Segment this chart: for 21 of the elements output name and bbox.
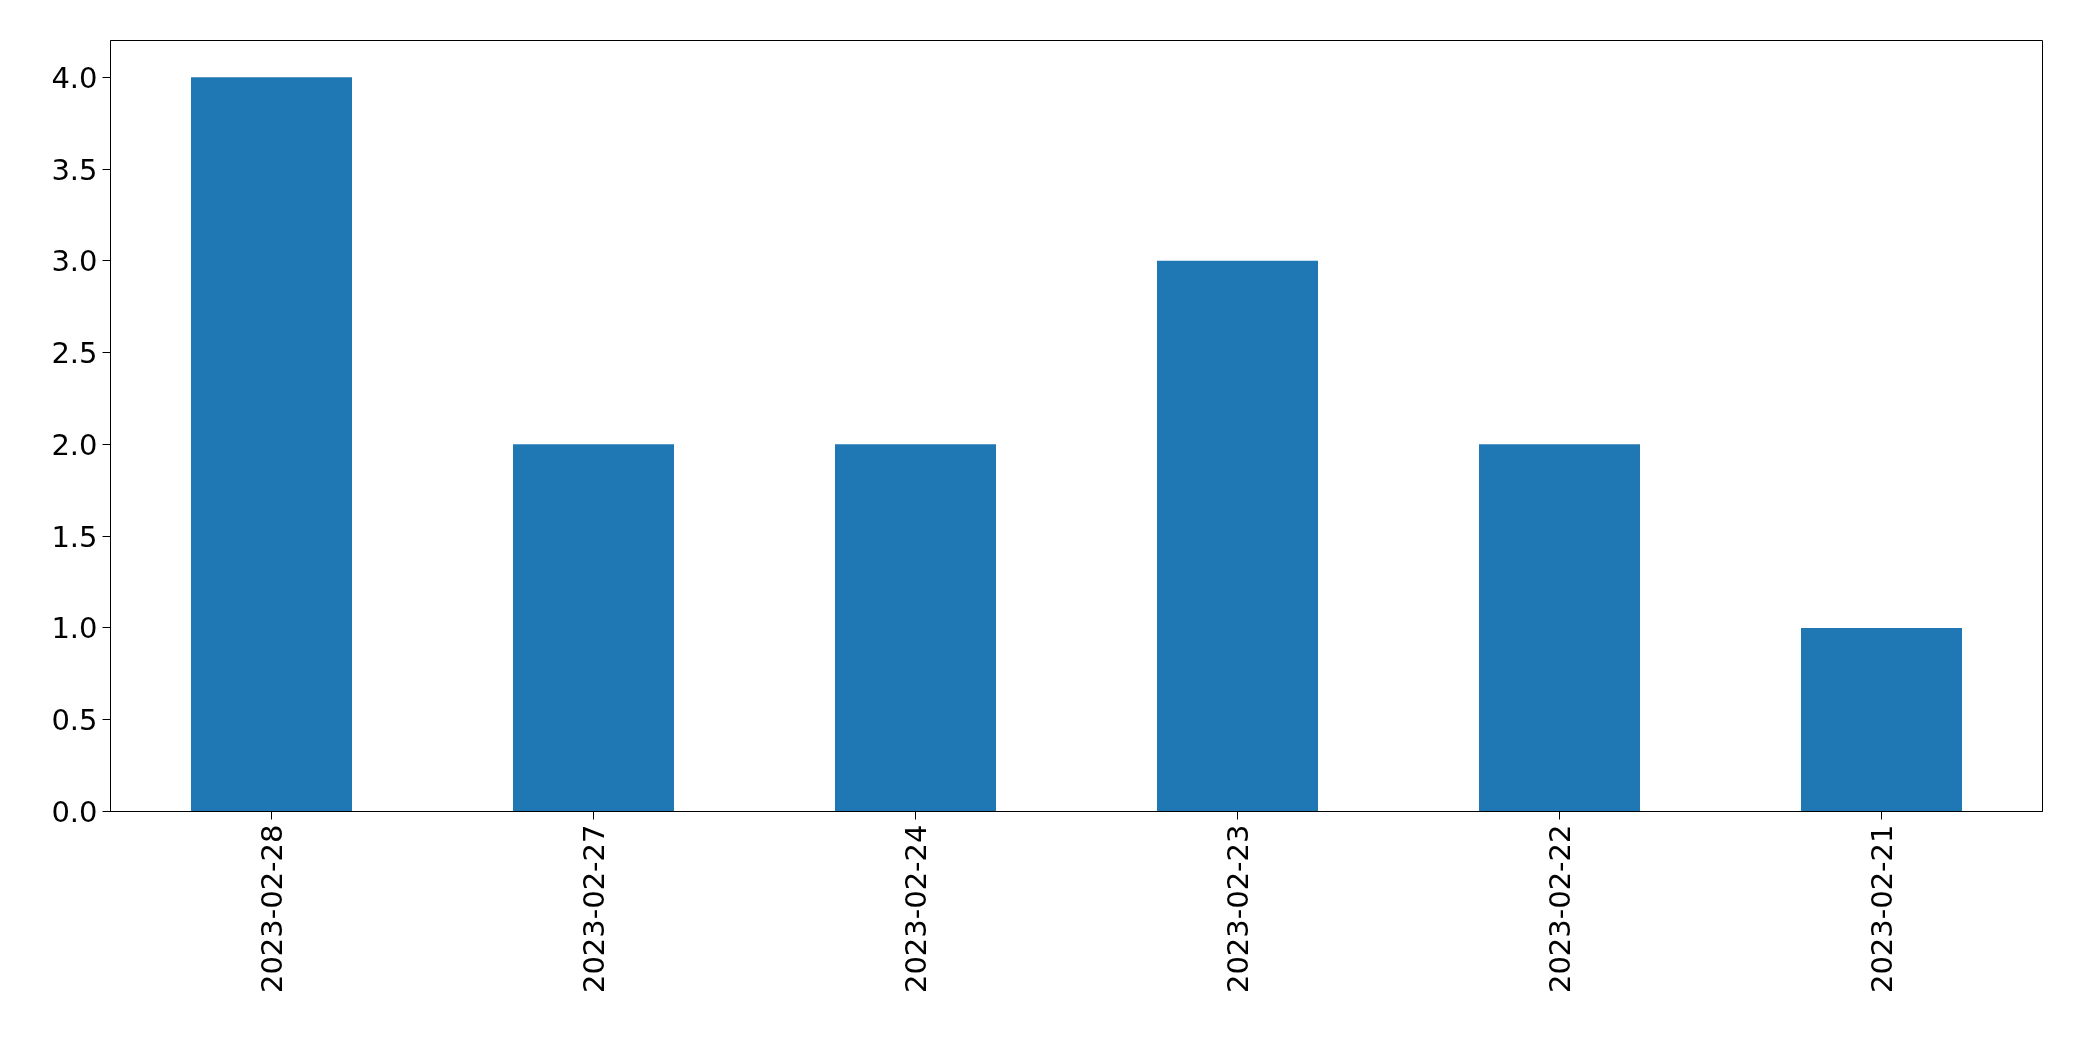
x-tick-label: 2023-02-21 <box>1865 824 1899 994</box>
y-tick-label: 2.0 <box>51 427 98 462</box>
x-tick-label: 2023-02-28 <box>255 824 289 994</box>
bar <box>1479 444 1640 812</box>
y-tick-label: 2.5 <box>51 336 98 371</box>
bar <box>513 444 674 812</box>
bar <box>1801 627 1962 812</box>
y-tick-label: 4.0 <box>51 60 98 95</box>
bar <box>835 444 996 812</box>
y-tick-label: 1.5 <box>51 519 98 554</box>
y-tick-label: 0.0 <box>51 795 98 829</box>
x-tick-label: 2023-02-24 <box>899 824 933 994</box>
y-tick-label: 3.5 <box>51 152 98 187</box>
y-tick-label: 1.0 <box>51 611 98 646</box>
bar <box>191 77 352 812</box>
x-tick-label: 2023-02-27 <box>577 824 611 994</box>
bar <box>1157 260 1318 812</box>
x-tick-label: 2023-02-23 <box>1221 824 1255 994</box>
y-tick-label: 0.5 <box>51 703 98 738</box>
y-tick-label: 3.0 <box>51 244 98 279</box>
x-tick-label: 2023-02-22 <box>1543 824 1577 994</box>
